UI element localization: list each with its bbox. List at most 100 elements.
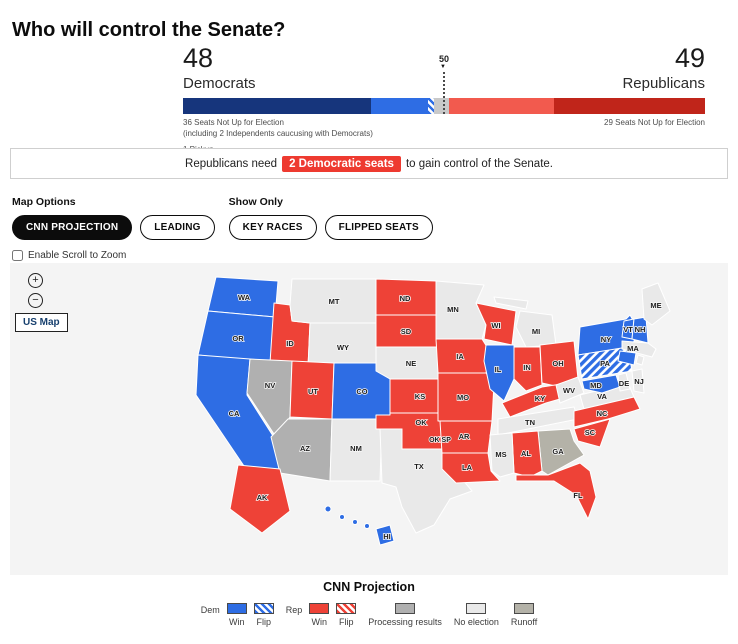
state-label-WV: WV xyxy=(563,386,575,395)
state-AK[interactable] xyxy=(229,464,291,534)
state-label-IL: IL xyxy=(495,365,502,374)
state-label-MN: MN xyxy=(447,305,459,314)
dem-not-up-note: 36 Seats Not Up for Election xyxy=(183,118,284,127)
state-WI[interactable] xyxy=(475,302,517,346)
state-label-OR: OR xyxy=(232,334,244,343)
state-MS[interactable] xyxy=(489,432,515,478)
state-IN[interactable] xyxy=(513,346,543,392)
map-options-label: Map Options xyxy=(12,196,76,208)
state-label-NH: NH xyxy=(635,325,646,334)
state-label-HI: HI xyxy=(383,532,391,541)
enable-scroll-zoom-row: Enable Scroll to Zoom xyxy=(12,250,433,261)
control-banner: Republicans need 2 Democratic seats to g… xyxy=(10,148,728,179)
state-label-KY: KY xyxy=(535,394,545,403)
bar-segment-dem-seats-not-up xyxy=(183,98,371,114)
banner-prefix: Republicans need xyxy=(185,157,278,170)
legend-runoff-label: Runoff xyxy=(510,617,538,627)
state-IL[interactable] xyxy=(483,344,515,402)
legend-processing-swatch xyxy=(395,603,416,614)
state-label-NM: NM xyxy=(350,444,362,453)
state-MD[interactable] xyxy=(581,374,621,394)
state-MA[interactable] xyxy=(621,340,657,358)
state-label-MS: MS xyxy=(495,450,506,459)
state-MO[interactable] xyxy=(437,372,495,422)
state-label-OH: OH xyxy=(552,359,563,368)
state-IA[interactable] xyxy=(435,338,493,374)
state-NC[interactable] xyxy=(573,396,641,428)
legend-rep-flip-label: Flip xyxy=(339,617,354,627)
state-label-WY: WY xyxy=(337,343,349,352)
majority-tick-label: 50 xyxy=(438,54,449,64)
dem-summary: 48 Democrats xyxy=(183,43,256,93)
map-panel: + − US Map xyxy=(10,263,728,575)
leading-button[interactable]: LEADING xyxy=(140,215,215,240)
state-HI[interactable] xyxy=(339,514,345,520)
map-zoom-in-button[interactable]: + xyxy=(28,273,43,288)
dem-independents-note: (including 2 Independents caucusing with… xyxy=(183,129,373,139)
state-label-IA: IA xyxy=(456,352,464,361)
state-FL[interactable] xyxy=(515,462,597,520)
state-WV[interactable] xyxy=(555,376,585,404)
banner-suffix: to gain control of the Senate. xyxy=(405,157,553,170)
flipped-seats-button[interactable]: FLIPPED SEATS xyxy=(324,215,433,240)
state-CT[interactable] xyxy=(617,350,637,366)
state-label-CA: CA xyxy=(229,409,240,418)
state-label-GA: GA xyxy=(552,447,564,456)
state-label-WA: WA xyxy=(238,293,251,302)
state-label-MI: MI xyxy=(532,327,540,336)
enable-scroll-zoom-checkbox[interactable] xyxy=(12,250,23,261)
state-MI[interactable] xyxy=(493,296,529,310)
balance-bar: 50 ▼ xyxy=(183,54,705,114)
us-map-button[interactable]: US Map xyxy=(15,313,68,332)
state-label-KS: KS xyxy=(415,392,425,401)
state-label-MT: MT xyxy=(329,297,340,306)
enable-scroll-zoom-label: Enable Scroll to Zoom xyxy=(28,250,127,261)
state-label-DE: DE xyxy=(619,379,629,388)
cnn-projection-button[interactable]: CNN PROJECTION xyxy=(12,215,133,240)
bar-segment-rep-seats-won xyxy=(449,98,554,114)
state-ME[interactable] xyxy=(641,282,671,326)
bar-segment-seats-remaining xyxy=(433,98,450,114)
state-label-WI: WI xyxy=(491,321,500,330)
rep-not-up-note: 29 Seats Not Up for Election xyxy=(604,118,705,127)
state-label-UT: UT xyxy=(308,387,318,396)
state-label-MO: MO xyxy=(457,393,469,402)
majority-caret-icon: ▼ xyxy=(440,64,446,70)
state-MN[interactable] xyxy=(435,280,487,340)
state-label-IN: IN xyxy=(523,363,531,372)
state-label-SC: SC xyxy=(585,428,596,437)
state-label-AZ: AZ xyxy=(300,444,310,453)
state-DE[interactable] xyxy=(617,372,631,392)
map-controls: Map Options CNN PROJECTION LEADING Show … xyxy=(12,196,433,261)
state-label-VT: VT xyxy=(623,325,633,334)
state-label-CO: CO xyxy=(356,387,367,396)
state-RI[interactable] xyxy=(635,354,645,366)
state-LA[interactable] xyxy=(441,452,501,484)
legend-dem-label: Dem xyxy=(200,605,220,615)
state-HI[interactable] xyxy=(375,524,395,546)
state-label-NJ: NJ xyxy=(634,377,644,386)
state-NJ[interactable] xyxy=(631,368,645,394)
state-label-AL: AL xyxy=(521,449,531,458)
rep-summary: 49 Republicans xyxy=(622,45,705,93)
key-races-button[interactable]: KEY RACES xyxy=(228,215,317,240)
state-label-TX: TX xyxy=(414,462,424,471)
state-NM[interactable] xyxy=(329,418,383,482)
state-SC[interactable] xyxy=(573,418,611,448)
state-AZ[interactable] xyxy=(270,418,333,482)
state-HI[interactable] xyxy=(324,505,332,513)
state-label-SD: SD xyxy=(401,327,412,336)
legend-dem-group: Dem Win Flip xyxy=(201,603,274,627)
state-label-ID: ID xyxy=(286,339,294,348)
state-HI[interactable] xyxy=(352,519,358,525)
state-HI[interactable] xyxy=(364,523,370,529)
dem-seat-count: 48 xyxy=(183,43,214,73)
page-title: Who will control the Senate? xyxy=(12,19,286,42)
map-zoom-out-button[interactable]: − xyxy=(28,293,43,308)
balance-of-power: 48 Democrats 49 Republicans 50 ▼ 36 Seat… xyxy=(183,45,705,156)
legend-no-election-label: No election xyxy=(453,617,499,627)
legend-processing-label: Processing results xyxy=(368,617,442,627)
state-label-AR: AR xyxy=(459,432,470,441)
state-label-NC: NC xyxy=(597,409,608,418)
legend-dem-win-label: Win xyxy=(229,617,245,627)
